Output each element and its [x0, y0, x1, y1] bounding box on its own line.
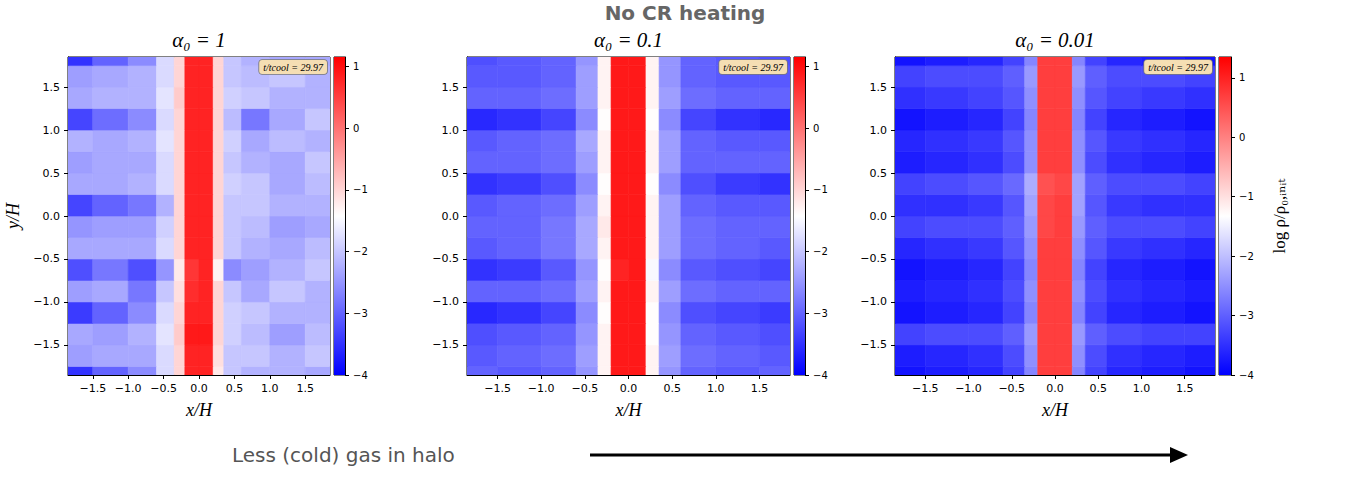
svg-text:−0.5: −0.5: [33, 252, 60, 265]
svg-text:0.0: 0.0: [442, 210, 460, 223]
svg-text:1.5: 1.5: [1176, 382, 1194, 395]
svg-text:t/tcool = 29.97: t/tcool = 29.97: [263, 62, 324, 73]
svg-text:0.5: 0.5: [870, 167, 888, 180]
svg-text:1.0: 1.0: [261, 382, 279, 395]
svg-text:−1.0: −1.0: [33, 295, 60, 308]
svg-text:0.0: 0.0: [43, 210, 61, 223]
svg-text:y/H: y/H: [3, 202, 23, 231]
svg-text:−2: −2: [813, 246, 828, 257]
svg-text:1.0: 1.0: [870, 124, 888, 137]
svg-text:−0.5: −0.5: [150, 382, 177, 395]
svg-text:x/H: x/H: [1041, 400, 1069, 420]
svg-text:1.0: 1.0: [1133, 382, 1151, 395]
svg-text:0.0: 0.0: [870, 210, 888, 223]
svg-text:0.0: 0.0: [1046, 382, 1064, 395]
svg-text:−1.5: −1.5: [33, 338, 60, 351]
svg-text:−2: −2: [353, 246, 368, 257]
svg-text:−1.5: −1.5: [484, 382, 511, 395]
svg-text:x/H: x/H: [185, 400, 213, 420]
svg-text:1: 1: [353, 61, 359, 72]
svg-text:0.0: 0.0: [190, 382, 208, 395]
svg-text:−3: −3: [1239, 310, 1254, 321]
svg-text:−1.0: −1.0: [860, 295, 887, 308]
svg-text:0.0: 0.0: [620, 382, 638, 395]
svg-text:1.0: 1.0: [707, 382, 725, 395]
svg-text:log ρ/ρ₀,ᵢₙᵢₜ: log ρ/ρ₀,ᵢₙᵢₜ: [1270, 178, 1289, 254]
svg-text:−1.5: −1.5: [860, 338, 887, 351]
svg-text:−1.5: −1.5: [79, 382, 106, 395]
svg-text:t/tcool = 29.97: t/tcool = 29.97: [723, 62, 784, 73]
svg-text:Less (cold) gas in halo: Less (cold) gas in halo: [232, 443, 455, 467]
svg-text:1.5: 1.5: [442, 81, 460, 94]
svg-text:−1.5: −1.5: [912, 382, 939, 395]
svg-text:0: 0: [813, 123, 819, 134]
svg-text:−0.5: −0.5: [571, 382, 598, 395]
svg-text:0: 0: [353, 123, 359, 134]
svg-text:−1.0: −1.0: [528, 382, 555, 395]
svg-text:0.5: 0.5: [43, 167, 61, 180]
svg-text:−1: −1: [1239, 191, 1254, 202]
svg-text:1.5: 1.5: [751, 382, 769, 395]
svg-text:α₀ = 0.01: α₀ = 0.01: [1015, 28, 1095, 52]
svg-text:1: 1: [813, 61, 819, 72]
svg-text:0: 0: [1239, 132, 1245, 143]
svg-text:−4: −4: [353, 370, 368, 381]
svg-text:−0.5: −0.5: [432, 252, 459, 265]
svg-text:−1: −1: [353, 184, 368, 195]
svg-text:0.5: 0.5: [1089, 382, 1107, 395]
svg-text:−0.5: −0.5: [998, 382, 1025, 395]
svg-text:−4: −4: [813, 370, 828, 381]
svg-text:α₀ = 0.1: α₀ = 0.1: [594, 28, 663, 52]
svg-text:−1: −1: [813, 184, 828, 195]
svg-text:1: 1: [1239, 72, 1245, 83]
svg-text:−1.5: −1.5: [432, 338, 459, 351]
svg-text:−0.5: −0.5: [860, 252, 887, 265]
svg-text:0.5: 0.5: [442, 167, 460, 180]
svg-text:−1.0: −1.0: [115, 382, 142, 395]
svg-text:−4: −4: [1239, 370, 1254, 381]
svg-text:1.0: 1.0: [43, 124, 61, 137]
svg-text:No CR heating: No CR heating: [605, 1, 766, 25]
svg-text:0.5: 0.5: [226, 382, 244, 395]
svg-text:−3: −3: [813, 308, 828, 319]
svg-text:α₀ = 1: α₀ = 1: [172, 28, 226, 52]
svg-text:1.5: 1.5: [296, 382, 314, 395]
svg-text:1.0: 1.0: [442, 124, 460, 137]
svg-text:1.5: 1.5: [870, 81, 888, 94]
svg-text:−3: −3: [353, 308, 368, 319]
svg-text:−1.0: −1.0: [955, 382, 982, 395]
svg-text:−2: −2: [1239, 251, 1254, 262]
svg-text:x/H: x/H: [615, 400, 643, 420]
svg-text:0.5: 0.5: [663, 382, 681, 395]
svg-text:−1.0: −1.0: [432, 295, 459, 308]
svg-text:t/tcool = 29.97: t/tcool = 29.97: [1148, 62, 1209, 73]
svg-text:1.5: 1.5: [43, 81, 61, 94]
